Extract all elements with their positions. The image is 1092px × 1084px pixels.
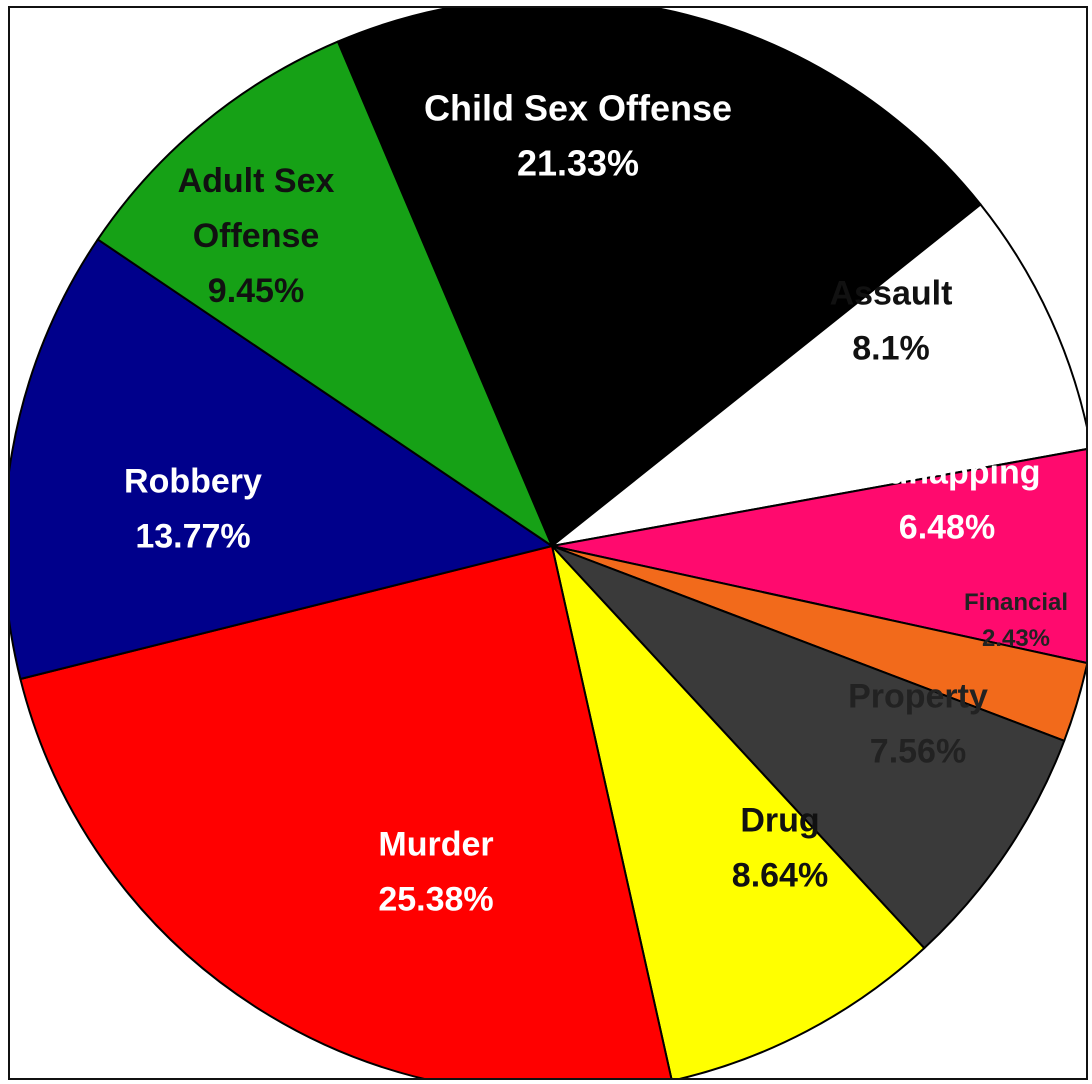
pie-slice [96, 40, 553, 547]
slice-category-label: Robbery [124, 462, 262, 500]
pie-slice [551, 545, 926, 1078]
slice-label: Adult Sex Offense 9.45% [178, 162, 335, 310]
slice-label: Drug 8.64% [732, 801, 828, 894]
slice-value-label: 2.43% [982, 625, 1050, 652]
slice-category-label: Offense [193, 217, 320, 255]
slice-label: Child Sex Offense 21.33% [424, 87, 732, 183]
slice-category-label: Adult Sex [178, 162, 335, 200]
slice-category-label: Kidnapping [854, 453, 1041, 491]
labels-layer: Child Sex Offense 21.33% Assault 8.1% Kidnap… [124, 87, 1068, 918]
slice-category-label: Property [848, 677, 988, 715]
slice-label: Property 7.56% [848, 677, 988, 770]
chart-frame: Child Sex Offense 21.33% Assault 8.1% Kidnap… [8, 6, 1088, 1080]
slices-layer [10, 8, 1086, 1078]
slice-category-label: Drug [740, 801, 819, 839]
slice-value-label: 7.56% [870, 732, 966, 770]
pie-slice [551, 448, 1086, 664]
slice-label: Robbery 13.77% [124, 462, 262, 555]
slice-value-label: 13.77% [135, 517, 250, 555]
pie-slice [551, 545, 1066, 950]
slice-value-label: 8.64% [732, 856, 828, 894]
pie-slice [551, 203, 1086, 547]
slice-label: Murder 25.38% [378, 825, 493, 918]
slice-category-label: Financial [964, 589, 1068, 616]
pie-chart: Child Sex Offense 21.33% Assault 8.1% Kidnap… [10, 8, 1086, 1078]
pie-slice [10, 238, 553, 681]
slice-value-label: 6.48% [899, 508, 995, 546]
slice-category-label: Murder [378, 825, 493, 863]
slice-label: Assault 8.1% [830, 274, 953, 367]
slice-value-label: 9.45% [208, 272, 304, 310]
slice-label: Kidnapping 6.48% [854, 453, 1041, 546]
pie-slice [336, 8, 982, 547]
pie-slice [19, 545, 673, 1078]
slice-category-label: Child Sex Offense [424, 87, 732, 128]
slice-label: Financial 2.43% [964, 589, 1068, 652]
slice-value-label: 25.38% [378, 880, 493, 918]
slice-value-label: 21.33% [517, 142, 639, 183]
slice-category-label: Assault [830, 274, 953, 312]
slice-value-label: 8.1% [852, 329, 930, 367]
